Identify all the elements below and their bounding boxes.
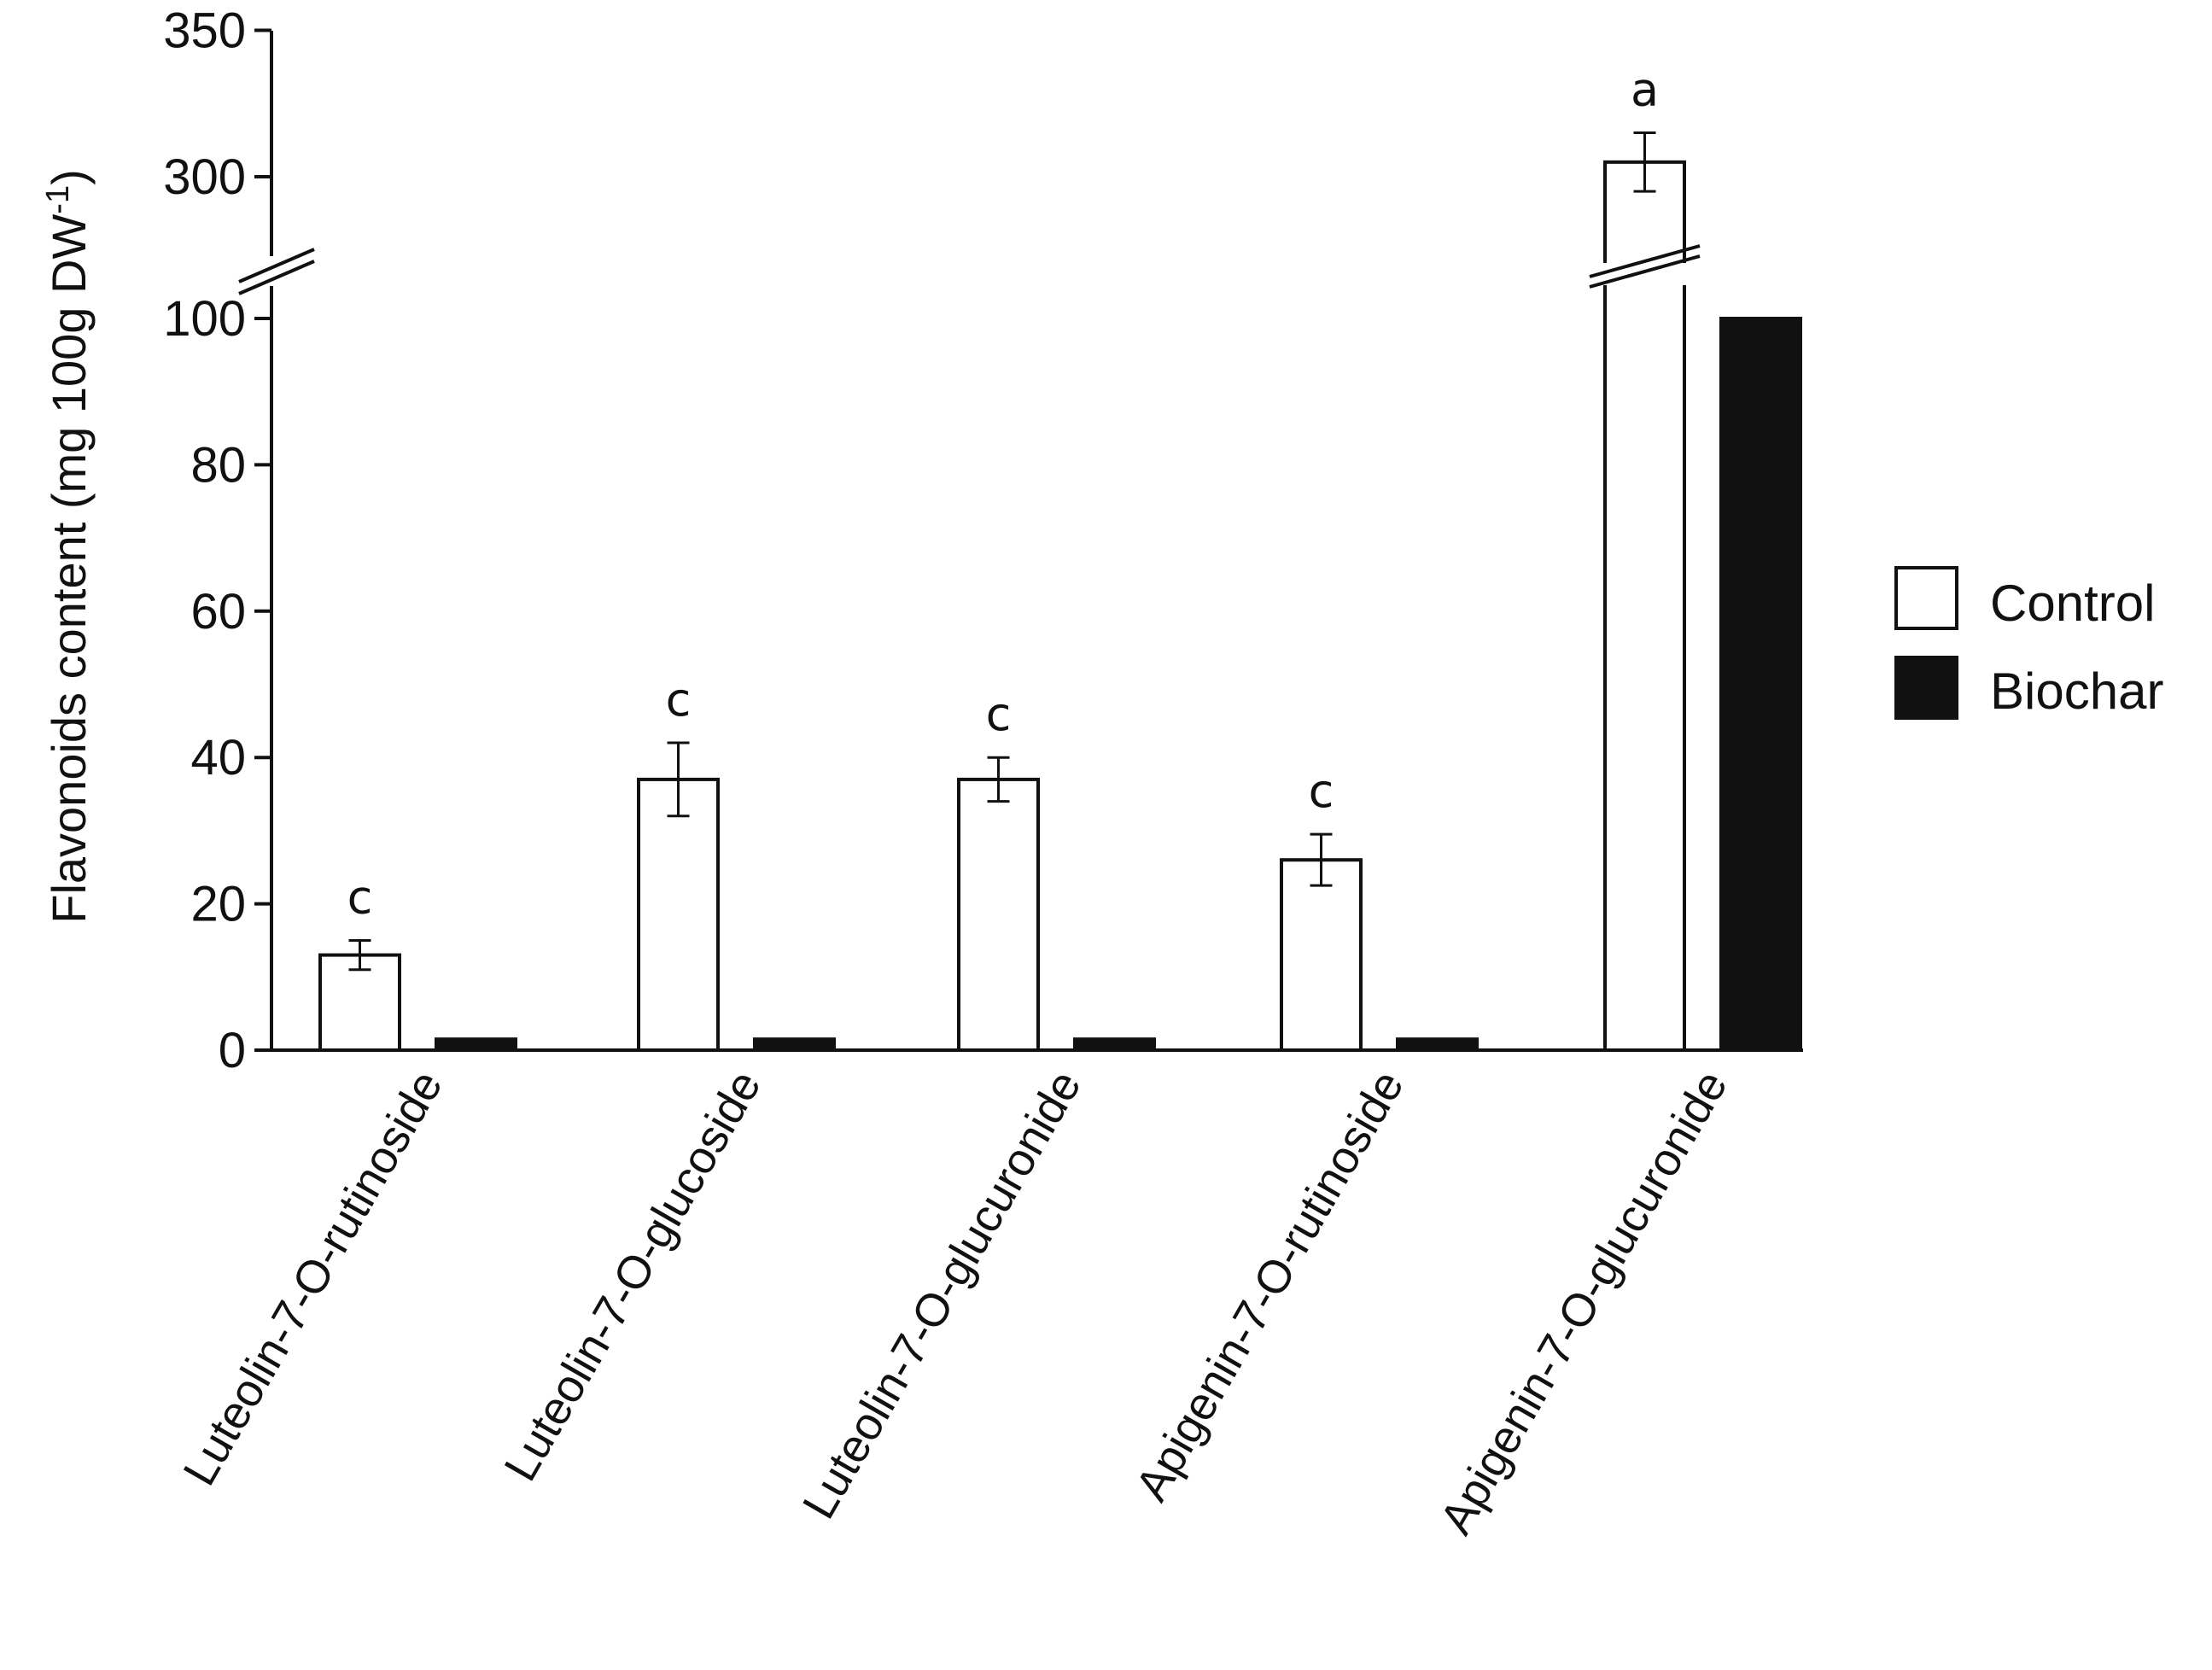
significance-label: b: [1746, 682, 1775, 736]
y-axis-label: Flavonoids content (mg 100g DW-1): [40, 169, 96, 924]
y-tick-label: 350: [163, 3, 246, 59]
significance-label: c: [347, 870, 373, 924]
legend-label-biochar: Biochar: [1990, 663, 2163, 720]
bar-break-line-lower: [1589, 254, 1701, 289]
legend: Control Biochar: [1894, 566, 2163, 720]
bars-layer: [318, 131, 1802, 1053]
category-label: Luteolin-7-O-glucuronide: [793, 1062, 1091, 1527]
category-label: Luteolin-7-O-rutinoside: [173, 1062, 452, 1494]
y-tick-label: 40: [190, 730, 246, 785]
y-axis-label-end: ): [42, 169, 96, 185]
legend-label-control: Control: [1990, 575, 2155, 632]
y-tick-label: 20: [190, 877, 246, 932]
category-label: Apigenin-7-O-rutinoside: [1126, 1062, 1414, 1509]
y-tick-label: 300: [163, 149, 246, 205]
y-axis-break-line-1: [238, 248, 315, 283]
bar-control-4: [1280, 858, 1363, 1052]
bar-control-3: [957, 777, 1040, 1052]
legend-swatch-biochar: [1894, 656, 1958, 720]
axis-layer: 0 20 40 60 80 100 300 350: [163, 3, 1803, 1078]
significance-label: c: [986, 687, 1012, 741]
significance-label: c: [1309, 764, 1334, 818]
y-axis-label-sup: -1: [40, 185, 76, 214]
bar-break-line-upper: [1589, 244, 1701, 278]
y-axis-break-line-2: [238, 260, 315, 295]
y-tick-label: 60: [190, 584, 246, 639]
bar-control-2: [637, 777, 720, 1052]
bar-control-5: [1603, 160, 1686, 1053]
y-tick-label: 100: [163, 291, 246, 347]
legend-swatch-control: [1894, 566, 1958, 630]
y-tick-label: 0: [219, 1023, 246, 1078]
significance-label: a: [1631, 63, 1659, 117]
category-label: Luteolin-7-O-glucoside: [494, 1062, 771, 1490]
y-axis-label-main: Flavonoids content (mg 100g DW: [42, 214, 96, 924]
y-tick-label: 80: [190, 437, 246, 493]
significance-label: c: [666, 673, 692, 727]
category-label: Apigenin-7-O-glucuronide: [1430, 1062, 1737, 1543]
